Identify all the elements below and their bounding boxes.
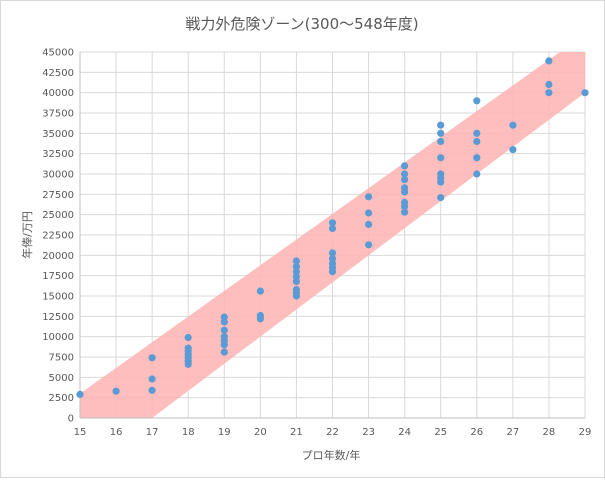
data-point — [509, 121, 517, 129]
y-tick-label: 22500 — [42, 231, 74, 242]
data-point — [473, 154, 481, 162]
data-point — [365, 193, 373, 201]
y-tick-label: 17500 — [42, 271, 74, 282]
data-point — [437, 137, 445, 146]
data-point — [148, 375, 156, 383]
data-point — [184, 333, 192, 342]
x-tick-label: 16 — [110, 427, 123, 438]
data-point — [220, 326, 228, 334]
data-point — [365, 209, 373, 217]
y-tick-label: 30000 — [42, 170, 74, 181]
data-point — [545, 80, 553, 89]
data-point — [256, 287, 264, 295]
x-tick-label: 21 — [290, 427, 303, 438]
y-tick-label: 20000 — [42, 251, 74, 262]
data-point — [437, 154, 445, 162]
data-point — [148, 386, 156, 394]
data-point — [328, 249, 337, 257]
y-tick-label: 37500 — [42, 109, 74, 120]
data-point — [220, 333, 228, 341]
x-tick-label: 24 — [398, 427, 411, 438]
data-point — [328, 255, 337, 263]
danger-band — [80, 52, 585, 418]
x-tick-label: 19 — [218, 427, 231, 438]
data-point — [220, 348, 228, 356]
data-point — [545, 89, 553, 97]
chart-title: 戦力外危険ゾーン(300〜548年度) — [185, 15, 418, 33]
y-tick-label: 35000 — [42, 129, 74, 140]
data-point — [184, 344, 192, 352]
x-tick-label: 29 — [579, 427, 592, 438]
data-point — [256, 311, 264, 320]
y-tick-label: 42500 — [42, 68, 74, 79]
x-tick-labels: 15 16 17 18 19 20 21 22 23 24 25 26 27 28 29 — [74, 427, 592, 438]
data-point — [401, 176, 409, 184]
x-axis-label: プロ年数/年 — [302, 448, 361, 462]
data-point — [292, 257, 300, 265]
y-tick-label: 10000 — [42, 332, 74, 343]
data-point — [401, 184, 409, 192]
data-point — [437, 121, 445, 129]
data-point — [545, 57, 553, 65]
data-point — [473, 137, 481, 146]
y-tick-label: 45000 — [42, 48, 74, 59]
data-points — [76, 57, 589, 398]
data-point — [365, 220, 373, 228]
data-point — [401, 162, 409, 170]
data-point — [292, 285, 300, 294]
y-tick-label: 12500 — [42, 312, 74, 323]
x-tick-label: 17 — [146, 427, 159, 438]
data-point — [509, 146, 517, 154]
y-tick-label: 7500 — [49, 353, 74, 364]
y-axis-label: 年俸/万円 — [20, 211, 34, 259]
y-tick-label: 32500 — [42, 149, 74, 160]
data-point — [328, 224, 337, 233]
data-point — [437, 170, 445, 178]
data-point — [148, 354, 156, 362]
x-tick-label: 18 — [182, 427, 195, 438]
x-tick-label: 25 — [434, 427, 447, 438]
data-point — [401, 208, 409, 216]
y-tick-label: 2500 — [49, 393, 74, 404]
data-point — [401, 170, 409, 178]
data-point — [437, 194, 445, 202]
data-point — [437, 129, 445, 137]
data-point — [76, 390, 84, 398]
data-point — [473, 129, 481, 137]
data-point — [292, 263, 300, 271]
y-tick-label: 0 — [68, 414, 74, 425]
data-point — [473, 170, 481, 178]
y-tick-label: 5000 — [49, 373, 74, 384]
y-tick-label: 27500 — [42, 190, 74, 201]
x-tick-label: 27 — [506, 427, 519, 438]
x-tick-label: 22 — [326, 427, 339, 438]
y-tick-labels: 0 2500 5000 7500 10000 12500 15000 17500 20000 22… — [42, 48, 74, 425]
data-point — [581, 89, 589, 97]
y-tick-label: 25000 — [42, 210, 74, 221]
x-tick-label: 23 — [362, 427, 375, 438]
x-tick-label: 28 — [543, 427, 556, 438]
y-tick-label: 40000 — [42, 88, 74, 99]
axes — [79, 52, 585, 419]
data-point — [473, 97, 481, 105]
data-point — [365, 241, 373, 249]
x-tick-label: 20 — [254, 427, 267, 438]
data-point — [328, 219, 337, 227]
data-point — [220, 313, 228, 321]
data-point — [112, 387, 120, 395]
data-point — [401, 198, 409, 207]
danger-band-area — [80, 52, 585, 418]
x-tick-label: 26 — [470, 427, 483, 438]
x-tick-label: 15 — [74, 427, 87, 438]
y-tick-label: 15000 — [42, 292, 74, 303]
